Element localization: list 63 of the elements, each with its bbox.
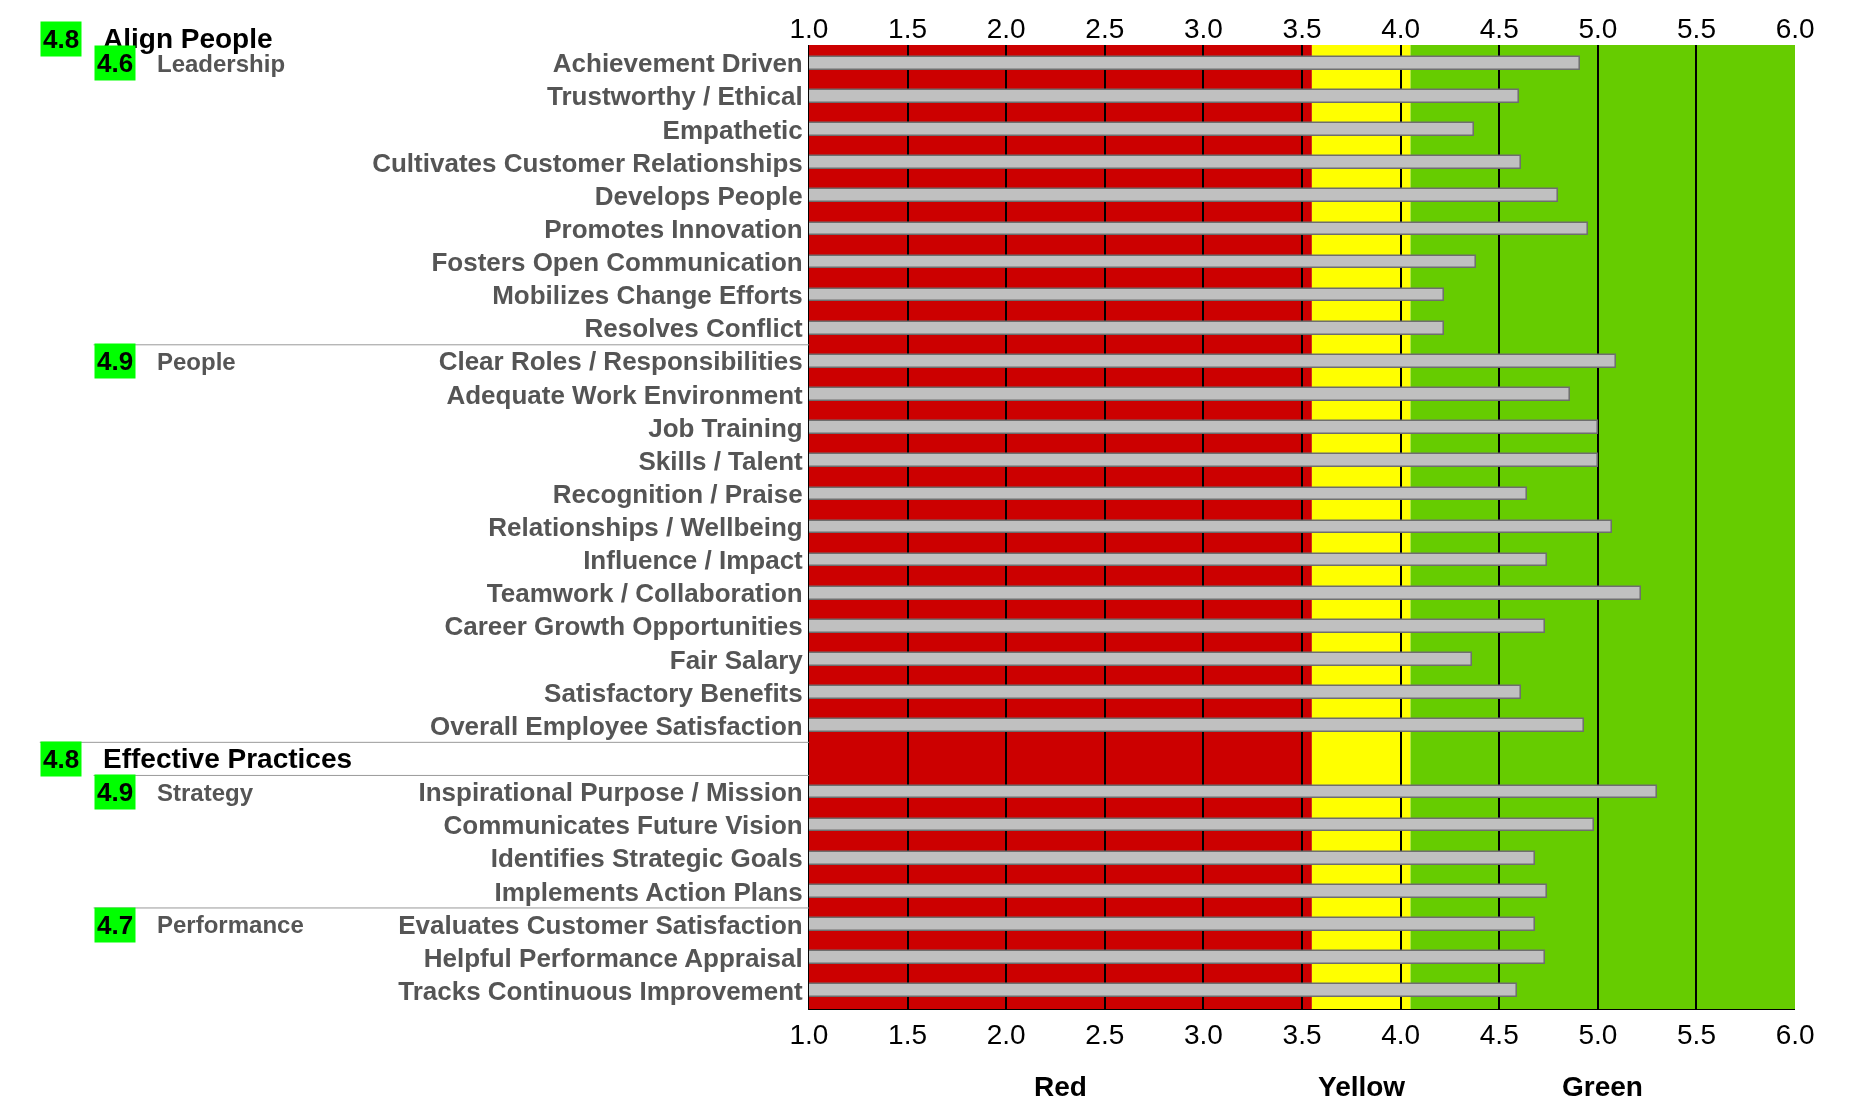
y-tick-label: Relationships / Wellbeing (488, 512, 803, 543)
x-tick-label: 4.5 (1479, 13, 1519, 45)
text: 4.9 (97, 777, 134, 807)
x-tick-label: 5.0 (1578, 13, 1618, 45)
x2-tick-label: 5.0 (1578, 1018, 1618, 1050)
x-tick-label: 3.0 (1183, 13, 1223, 45)
y-tick-label: Inspirational Purpose / Mission (418, 777, 803, 808)
text: People (157, 348, 236, 375)
band-label: Red (1034, 1071, 1087, 1102)
text: Performance (157, 911, 304, 938)
x2-tick-label: 4.0 (1381, 1018, 1421, 1050)
x-tick-label: 3.5 (1282, 13, 1322, 45)
text: 4.9 (97, 346, 134, 376)
x-tick-label: 2.0 (986, 13, 1026, 45)
y-tick-label: Job Training (648, 412, 803, 443)
y-tick-label: Teamwork / Collaboration (486, 578, 803, 609)
x2-tick-label: 6.0 (1775, 1018, 1815, 1050)
y-tick-label: Skills / Talent (638, 445, 804, 476)
y-tick-label: Fosters Open Communication (431, 247, 803, 278)
text: 4.6 (97, 48, 134, 78)
y-tick-label: Fair Salary (669, 644, 804, 675)
x-tick-label: 5.5 (1677, 13, 1716, 45)
y-tick-label: Resolves Conflict (584, 313, 804, 344)
y-tick-label: Career Growth Opportunities (444, 611, 803, 642)
y-tick-label: Satisfactory Benefits (544, 677, 803, 708)
y-tick-label: Tracks Continuous Improvement (398, 975, 804, 1006)
y-tick-label: Identifies Strategic Goals (490, 843, 803, 874)
y-tick-label: Develops People (594, 180, 803, 211)
y-tick-label: Recognition / Praise (552, 478, 803, 509)
text: Effective Practices (103, 743, 353, 774)
x2-tick-label: 1.0 (789, 1018, 829, 1050)
x2-tick-label: 1.5 (888, 1018, 928, 1050)
x2-tick-label: 5.5 (1677, 1018, 1716, 1050)
y-tick-label: Promotes Innovation (544, 213, 803, 244)
y-tick-label: Overall Employee Satisfaction (429, 710, 803, 741)
y-tick-label: Helpful Performance Appraisal (423, 942, 803, 973)
x-tick-label: 6.0 (1775, 13, 1815, 45)
y-tick-label: Implements Action Plans (494, 876, 803, 907)
x-tick-label: 1.5 (888, 13, 928, 45)
y-tick-label: Evaluates Customer Satisfaction (398, 909, 803, 940)
text: 4.8 (43, 24, 80, 54)
x2-tick-label: 2.0 (986, 1018, 1026, 1050)
x2-tick-label: 3.0 (1183, 1018, 1223, 1050)
y-tick-label: Trustworthy / Ethical (547, 81, 803, 112)
x2-tick-label: 2.5 (1085, 1018, 1125, 1050)
y-tick-label: Influence / Impact (583, 545, 804, 576)
band-label: Green (1562, 1071, 1643, 1102)
x-tick-label: 4.0 (1381, 13, 1421, 45)
x-tick-label: 2.5 (1085, 13, 1125, 45)
text: Strategy (157, 779, 254, 806)
x2-tick-label: 4.5 (1479, 1018, 1519, 1050)
y-tick-label: Mobilizes Change Efforts (492, 280, 803, 311)
text: 4.8 (43, 744, 80, 774)
y-tick-label: Clear Roles / Responsibilities (438, 346, 803, 377)
y-tick-label: Communicates Future Vision (443, 810, 803, 841)
y-tick-label: Achievement Driven (552, 48, 803, 79)
x2-tick-label: 3.5 (1282, 1018, 1322, 1050)
y-tick-label: Cultivates Customer Relationships (372, 147, 803, 178)
band-label: Yellow (1318, 1071, 1406, 1102)
x-tick-label: 1.0 (789, 13, 829, 45)
text: 4.7 (97, 910, 134, 940)
y-tick-label: Adequate Work Environment (446, 379, 804, 410)
y-tick-label: Empathetic (662, 114, 803, 145)
